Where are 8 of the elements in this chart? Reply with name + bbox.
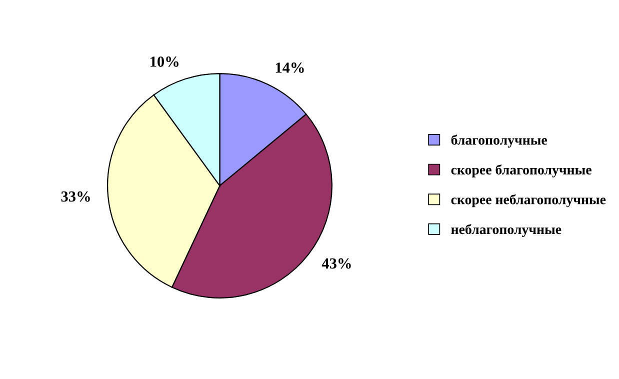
- data-label: 43%: [322, 258, 351, 269]
- data-label: 33%: [61, 191, 90, 202]
- data-label: 10%: [150, 56, 178, 67]
- legend-label: скорее благополучные: [451, 164, 592, 178]
- data-label: 14%: [276, 62, 304, 73]
- legend-label: благополучные: [451, 134, 548, 148]
- legend-label: скорее неблагополучные: [451, 194, 606, 208]
- legend-label: неблагополучные: [451, 224, 562, 237]
